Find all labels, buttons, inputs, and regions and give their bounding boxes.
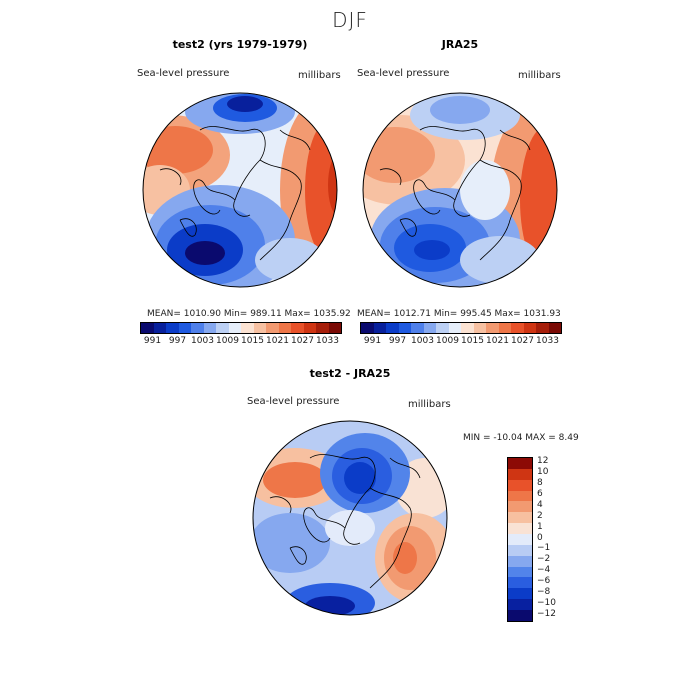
panel3-map <box>252 420 448 616</box>
colorbar-tick-label: 991 <box>143 336 162 346</box>
panel1-variable: Sea-level pressure <box>137 68 230 79</box>
colorbar-tick-label: 1015 <box>461 336 484 346</box>
panel2-title: JRA25 <box>441 38 479 51</box>
panel2-colorbar <box>360 322 562 334</box>
panel1-units: millibars <box>298 70 341 81</box>
colorbar-swatch <box>436 323 449 333</box>
colorbar-tick-label: 1009 <box>436 336 459 346</box>
colorbar-swatch <box>508 555 532 567</box>
colorbar-swatch <box>191 323 204 333</box>
colorbar-swatch <box>386 323 399 333</box>
colorbar-swatch <box>508 501 532 513</box>
panel1-colorbar-labels: 991 997 1003 1009 1015 1021 1027 1033 <box>140 336 340 346</box>
colorbar-tick-label: 1003 <box>191 336 214 346</box>
colorbar-tick-label: 6 <box>537 489 543 500</box>
colorbar-tick-label: 1015 <box>241 336 264 346</box>
colorbar-swatch <box>523 323 536 333</box>
colorbar-swatch <box>508 490 532 502</box>
colorbar-swatch <box>141 323 154 333</box>
colorbar-swatch <box>448 323 461 333</box>
colorbar-tick-label: −10 <box>537 597 556 608</box>
panel3-units: millibars <box>408 399 451 410</box>
colorbar-tick-label: 1033 <box>536 336 559 346</box>
colorbar-swatch <box>508 534 532 545</box>
colorbar-swatch <box>291 323 304 333</box>
colorbar-swatch <box>461 323 474 333</box>
colorbar-swatch <box>166 323 179 333</box>
colorbar-tick-label: 1027 <box>291 336 314 346</box>
colorbar-tick-label: −1 <box>537 543 551 554</box>
colorbar-swatch <box>216 323 229 333</box>
colorbar-swatch <box>508 512 532 524</box>
colorbar-swatch <box>473 323 486 333</box>
colorbar-swatch <box>228 323 241 333</box>
colorbar-tick-label: −2 <box>537 554 551 565</box>
colorbar-tick-label: 997 <box>388 336 407 346</box>
colorbar-swatch <box>303 323 316 333</box>
colorbar-swatch <box>253 323 266 333</box>
panel2-map <box>362 92 558 288</box>
colorbar-tick-label: 991 <box>363 336 382 346</box>
colorbar-swatch <box>278 323 291 333</box>
colorbar-swatch <box>486 323 499 333</box>
colorbar-tick-label: 2 <box>537 510 543 521</box>
colorbar-swatch <box>508 599 532 611</box>
colorbar-tick-label: 1021 <box>266 336 289 346</box>
colorbar-tick-label: 1033 <box>316 336 339 346</box>
colorbar-swatch <box>373 323 386 333</box>
season-title: DJF <box>332 8 368 32</box>
colorbar-swatch <box>508 566 532 578</box>
colorbar-swatch <box>511 323 524 333</box>
colorbar-swatch <box>508 458 532 469</box>
panel2-units: millibars <box>518 70 561 81</box>
colorbar-swatch <box>423 323 436 333</box>
panel1-colorbar <box>140 322 342 334</box>
panel1-title: test2 (yrs 1979-1979) <box>172 38 308 51</box>
colorbar-tick-label: 4 <box>537 499 543 510</box>
colorbar-tick-label: 1021 <box>486 336 509 346</box>
colorbar-swatch <box>203 323 216 333</box>
colorbar-tick-label: −12 <box>537 608 556 619</box>
colorbar-tick-label: −6 <box>537 575 551 586</box>
colorbar-swatch <box>498 323 511 333</box>
colorbar-swatch <box>328 323 341 333</box>
colorbar-swatch <box>411 323 424 333</box>
colorbar-tick-label: 12 <box>537 456 549 467</box>
panel3-colorbar <box>507 457 533 622</box>
colorbar-swatch <box>266 323 279 333</box>
colorbar-swatch <box>548 323 561 333</box>
colorbar-swatch <box>241 323 254 333</box>
colorbar-swatch <box>178 323 191 333</box>
colorbar-tick-label: 997 <box>168 336 187 346</box>
colorbar-tick-label: 1003 <box>411 336 434 346</box>
panel3-variable: Sea-level pressure <box>247 396 340 407</box>
colorbar-swatch <box>508 588 532 600</box>
colorbar-swatch <box>508 544 532 556</box>
colorbar-tick-label: 1 <box>537 521 543 532</box>
colorbar-swatch <box>508 523 532 535</box>
panel2-colorbar-labels: 991 997 1003 1009 1015 1021 1027 1033 <box>360 336 560 346</box>
panel2-variable: Sea-level pressure <box>357 68 450 79</box>
panel1-map <box>142 92 338 288</box>
colorbar-swatch <box>398 323 411 333</box>
colorbar-tick-label: 8 <box>537 478 543 489</box>
colorbar-tick-label: −8 <box>537 586 551 597</box>
panel1-stats: MEAN= 1010.90 Min= 989.11 Max= 1035.92 <box>147 309 351 319</box>
colorbar-tick-label: −4 <box>537 565 551 576</box>
colorbar-tick-label: 1009 <box>216 336 239 346</box>
colorbar-swatch <box>508 468 532 480</box>
colorbar-swatch <box>508 479 532 491</box>
colorbar-swatch <box>153 323 166 333</box>
colorbar-swatch <box>508 577 532 589</box>
panel3-stats: MIN = -10.04 MAX = 8.49 <box>463 433 579 443</box>
panel3-title: test2 - JRA25 <box>309 367 391 380</box>
panel2-stats: MEAN= 1012.71 Min= 995.45 Max= 1031.93 <box>357 309 561 319</box>
colorbar-tick-label: 10 <box>537 467 549 478</box>
colorbar-swatch <box>316 323 329 333</box>
colorbar-swatch <box>508 610 532 621</box>
colorbar-tick-label: 0 <box>537 532 543 543</box>
colorbar-swatch <box>361 323 374 333</box>
colorbar-swatch <box>536 323 549 333</box>
colorbar-tick-label: 1027 <box>511 336 534 346</box>
